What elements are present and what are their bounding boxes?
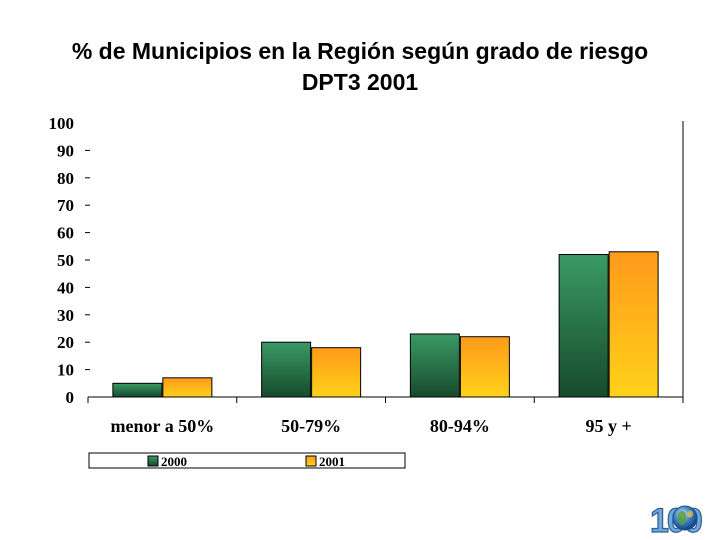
bar-2001-3 — [608, 251, 659, 398]
chart-title: % de Municipios en la Región según grado… — [0, 36, 720, 98]
chart-title-line-1: % de Municipios en la Región según grado… — [71, 38, 649, 64]
chart-title-line-2: DPT3 2001 — [301, 69, 419, 95]
bar-2000-1 — [261, 341, 312, 398]
bar-2000-2 — [409, 333, 460, 398]
x-category-label: menor a 50% — [111, 416, 215, 436]
bar-2000-0 — [112, 382, 163, 398]
y-axis-tick-labels: 0 10 20 30 40 50 60 70 80 90 100 — [49, 114, 90, 407]
bar-2001-0 — [162, 377, 213, 398]
legend-swatch-2001 — [305, 455, 317, 467]
x-category-label: 80-94% — [430, 416, 490, 436]
y-tick-label: 100 — [49, 114, 75, 133]
y-tick-label: 70 — [57, 196, 74, 215]
x-category-label: 95 y + — [585, 416, 631, 436]
y-tick-label: 20 — [57, 333, 74, 352]
legend-box — [88, 452, 406, 469]
y-tick-label: 10 — [57, 361, 74, 380]
y-tick-label: 30 — [57, 306, 74, 325]
legend-label-2000: 2000 — [161, 454, 187, 469]
bar-2001-2 — [459, 336, 510, 398]
y-tick-label: 0 — [66, 388, 75, 407]
bar-2000-3 — [558, 254, 609, 398]
y-tick-label: 90 — [57, 141, 74, 160]
globe-100-years-logo: 100 — [650, 496, 720, 540]
legend-label-2001: 2001 — [319, 454, 345, 469]
chart-legend: 2000 2001 — [88, 452, 406, 469]
legend-swatch-2000 — [147, 455, 159, 467]
y-tick-label: 50 — [57, 251, 74, 270]
y-tick-label: 80 — [57, 169, 74, 188]
x-axis-category-labels: menor a 50% 50-79% 80-94% 95 y + — [111, 416, 632, 436]
chart-bars — [112, 251, 659, 398]
x-category-label: 50-79% — [281, 416, 341, 436]
bar-2001-1 — [311, 347, 362, 398]
y-tick-label: 60 — [57, 224, 74, 243]
y-tick-label: 40 — [57, 278, 74, 297]
